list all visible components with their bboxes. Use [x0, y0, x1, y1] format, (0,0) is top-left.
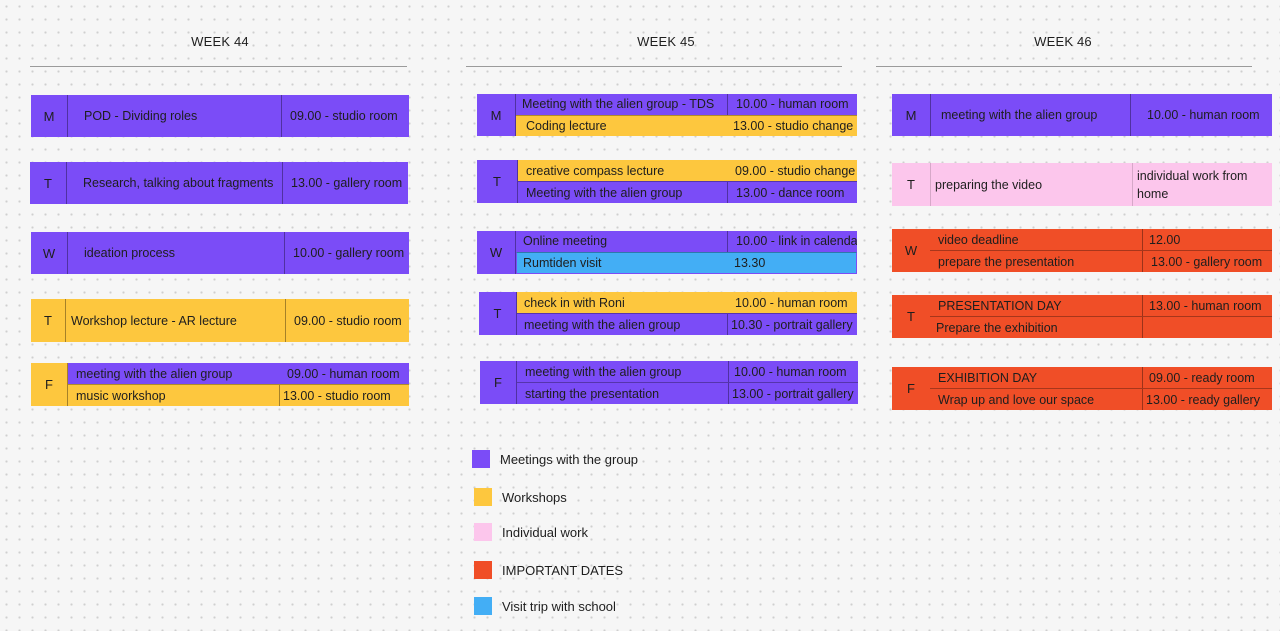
time-location-text: 12.00	[1142, 229, 1272, 250]
w46-friday-block[interactable]: F EXHIBITION DAY 09.00 - ready room Wrap…	[892, 367, 1272, 410]
w44-thursday-block[interactable]: T Workshop lecture - AR lecture 09.00 - …	[31, 299, 409, 342]
w44-monday-block[interactable]: M POD - Dividing roles 09.00 - studio ro…	[31, 95, 409, 137]
activity-text: starting the presentation	[525, 386, 660, 401]
time-location-text: 10.00 - gallery room	[284, 232, 409, 274]
time-location-text: 10.00 - human room	[727, 94, 857, 115]
activity-text: Online meeting	[523, 234, 608, 249]
activity-text: video deadline	[938, 232, 1019, 247]
activity-text: prepare the presentation	[938, 254, 1075, 269]
activity-text: Coding lecture	[526, 118, 607, 133]
time-location-text: 13.00 - gallery room	[1142, 251, 1272, 272]
w45-monday-block[interactable]: M Meeting with the alien group - TDS 10.…	[477, 94, 857, 136]
w45-tuesday-block[interactable]: T creative compass lecture 09.00 - studi…	[477, 160, 857, 203]
day-label: M	[892, 94, 931, 136]
legend-swatch-blue	[474, 597, 492, 615]
activity-text: Rumtiden visit	[523, 255, 602, 270]
day-label: W	[904, 243, 918, 258]
day-label: T	[477, 160, 518, 203]
day-label: T	[31, 299, 66, 342]
w46-wednesday-block[interactable]: W video deadline 12.00 prepare the prese…	[892, 229, 1272, 272]
activity-text: meeting with the alien group	[76, 366, 233, 381]
time-location-text: 10.00 - human room	[728, 361, 858, 382]
activity-text: preparing the video	[935, 177, 1043, 192]
activity-text: Wrap up and love our space	[938, 392, 1095, 407]
legend-swatch-purple	[472, 450, 490, 468]
w45-thursday-block[interactable]: T check in with Roni 10.00 - human room …	[479, 292, 857, 335]
day-label: F	[31, 363, 68, 406]
activity-text: meeting with the alien group	[525, 364, 682, 379]
activity-text: meeting with the alien group	[941, 108, 1098, 122]
legend-label: Individual work	[502, 524, 588, 540]
time-location-text	[1142, 317, 1272, 338]
time-location-text: 09.00 - studio room	[285, 299, 409, 342]
legend-swatch-pink	[474, 523, 492, 541]
legend-workshops: Workshops	[474, 488, 567, 506]
activity-text: check in with Roni	[524, 295, 625, 310]
day-label: T	[907, 309, 915, 324]
time-location-text: 09.00 - ready room	[1142, 367, 1272, 388]
time-location-text: individual work from home	[1132, 163, 1272, 206]
activity-text: Meeting with the alien group	[526, 185, 683, 200]
activity-text: music workshop	[76, 388, 166, 403]
activity-text: Research, talking about fragments	[83, 176, 274, 190]
activity-text: POD - Dividing roles	[84, 109, 198, 123]
time-location-text: 13.00 - gallery room	[282, 162, 408, 204]
day-label: W	[31, 232, 68, 274]
day-label: W	[477, 231, 516, 274]
activity-text: Meeting with the alien group - TDS	[522, 97, 715, 112]
time-location-text: 13.00 - studio room	[279, 385, 409, 406]
day-label: T	[892, 163, 931, 206]
day-label: F	[480, 361, 517, 404]
day-label: M	[31, 95, 68, 137]
activity-text: Workshop lecture - AR lecture	[71, 313, 237, 328]
day-label: T	[30, 162, 67, 204]
activity-text: EXHIBITION DAY	[938, 370, 1038, 385]
time-location-text: 13.00 - human room	[1142, 295, 1272, 316]
day-label: M	[477, 94, 516, 136]
legend-meetings: Meetings with the group	[472, 450, 638, 468]
week-45-title: WEEK 45	[637, 34, 695, 49]
time-location-text: 09.00 - studio change	[735, 163, 856, 178]
week-45-divider	[466, 66, 842, 67]
legend-visit-trip: Visit trip with school	[474, 597, 616, 615]
legend-label: IMPORTANT DATES	[502, 562, 624, 578]
time-location-text: 09.00 - studio room	[281, 95, 409, 137]
w46-monday-block[interactable]: M meeting with the alien group 10.00 - h…	[892, 94, 1272, 136]
legend-label: Visit trip with school	[502, 598, 616, 614]
time-location-text: 10.00 - link in calendar	[727, 231, 857, 252]
w46-tuesday-block[interactable]: T preparing the video individual work fr…	[892, 163, 1272, 206]
w46-thursday-block[interactable]: T PRESENTATION DAY 13.00 - human room Pr…	[892, 295, 1272, 338]
w45-wednesday-block[interactable]: W Online meeting 10.00 - link in calenda…	[477, 231, 857, 274]
activity-text: creative compass lecture	[526, 163, 665, 178]
activity-text: ideation process	[84, 246, 176, 260]
time-location-text: 13.30	[734, 255, 766, 270]
w44-tuesday-block[interactable]: T Research, talking about fragments 13.0…	[30, 162, 408, 204]
legend-label: Workshops	[502, 489, 567, 505]
week-44-divider	[30, 66, 407, 67]
day-label: F	[907, 381, 915, 396]
day-label: T	[479, 292, 517, 335]
w44-friday-block[interactable]: F meeting with the alien group 09.00 - h…	[31, 363, 409, 406]
activity-text: PRESENTATION DAY	[938, 298, 1062, 313]
week-46-divider	[876, 66, 1252, 67]
time-location-text: 10.30 - portrait gallery	[727, 314, 857, 335]
legend-label: Meetings with the group	[500, 451, 639, 467]
week-44-title: WEEK 44	[191, 34, 249, 49]
w44-wednesday-block[interactable]: W ideation process 10.00 - gallery room	[31, 232, 409, 274]
time-location-text: 13.00 - dance room	[727, 182, 857, 203]
time-location-text: 13.00 - portrait gallery	[728, 383, 858, 404]
activity-text: meeting with the alien group	[524, 317, 681, 332]
w45-friday-block[interactable]: F meeting with the alien group 10.00 - h…	[480, 361, 858, 404]
activity-text: Prepare the exhibition	[936, 320, 1058, 335]
time-location-text: 10.00 - human room	[735, 295, 848, 310]
time-location-text: 13.00 - ready gallery	[1142, 389, 1272, 410]
legend-swatch-yellow	[474, 488, 492, 506]
time-location-text: 13.00 - studio change	[733, 118, 854, 133]
legend-individual-work: Individual work	[474, 523, 588, 541]
time-location-text: 10.00 - human room	[1130, 94, 1272, 136]
legend-important-dates: IMPORTANT DATES	[474, 561, 623, 579]
legend-swatch-red	[474, 561, 492, 579]
week-46-title: WEEK 46	[1034, 34, 1092, 49]
time-location-text: 09.00 - human room	[287, 366, 400, 381]
